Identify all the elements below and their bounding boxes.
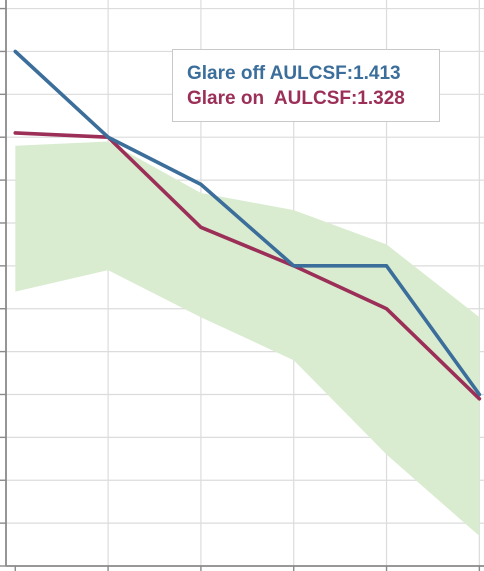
legend: Glare off AULCSF:1.413 Glare on AULCSF:1…: [172, 49, 440, 122]
series-line-glare-off: [13, 49, 482, 397]
series-lines: [13, 49, 482, 401]
legend-entry-glare-on: Glare on AULCSF:1.328: [187, 88, 405, 109]
normal-range-band: [15, 141, 480, 536]
normal-range-area: [15, 141, 480, 536]
series-line-glare-on: [13, 131, 482, 401]
legend-entry-glare-off: Glare off AULCSF:1.413: [187, 63, 401, 84]
